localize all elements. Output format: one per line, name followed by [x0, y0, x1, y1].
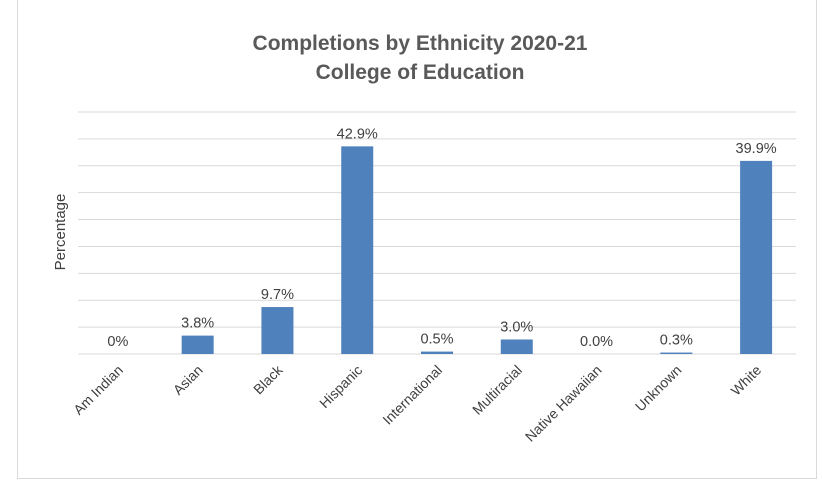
x-tick-label: Black: [250, 361, 286, 397]
data-label: 3.0%: [500, 319, 533, 335]
data-label: 0.5%: [420, 332, 453, 348]
chart-title: Completions by Ethnicity 2020-21: [253, 32, 588, 55]
bar-unknown: [660, 352, 693, 354]
x-tick-label: Hispanic: [316, 362, 365, 411]
bar-asian: [181, 335, 214, 354]
data-label: 39.9%: [736, 141, 777, 157]
x-tick-label: Asian: [170, 362, 206, 398]
x-tick-label: Unknown: [632, 362, 685, 415]
bar-white: [740, 160, 773, 354]
x-tick-label: International: [379, 362, 445, 428]
data-label: 0%: [107, 334, 128, 350]
bars: [181, 146, 773, 354]
data-label: 0.3%: [660, 333, 693, 349]
data-label: 9.7%: [261, 287, 294, 303]
x-tick-label: Native Hawaiian: [522, 362, 605, 445]
y-axis-label: Percentage: [52, 194, 69, 271]
x-tick-labels: Am Indian Asian Black Hispanic International…: [70, 361, 764, 445]
chart-subtitle: College of Education: [316, 61, 525, 84]
data-label: 0.0%: [580, 334, 613, 350]
x-tick-label: Am Indian: [70, 362, 126, 418]
data-label: 3.8%: [181, 316, 214, 332]
bar-multiracial: [500, 339, 533, 354]
data-labels: 0% 3.8% 9.7% 42.9% 0.5% 3.0% 0.0% 0.3% 39.9%: [107, 126, 776, 350]
bar-black: [261, 307, 294, 354]
x-tick-label: Multiracial: [469, 362, 525, 418]
bar-international: [421, 351, 453, 354]
x-tick-label: White: [728, 362, 765, 399]
data-label: 42.9%: [337, 126, 378, 142]
chart-frame: [17, 0, 817, 479]
bar-hispanic: [341, 146, 374, 354]
